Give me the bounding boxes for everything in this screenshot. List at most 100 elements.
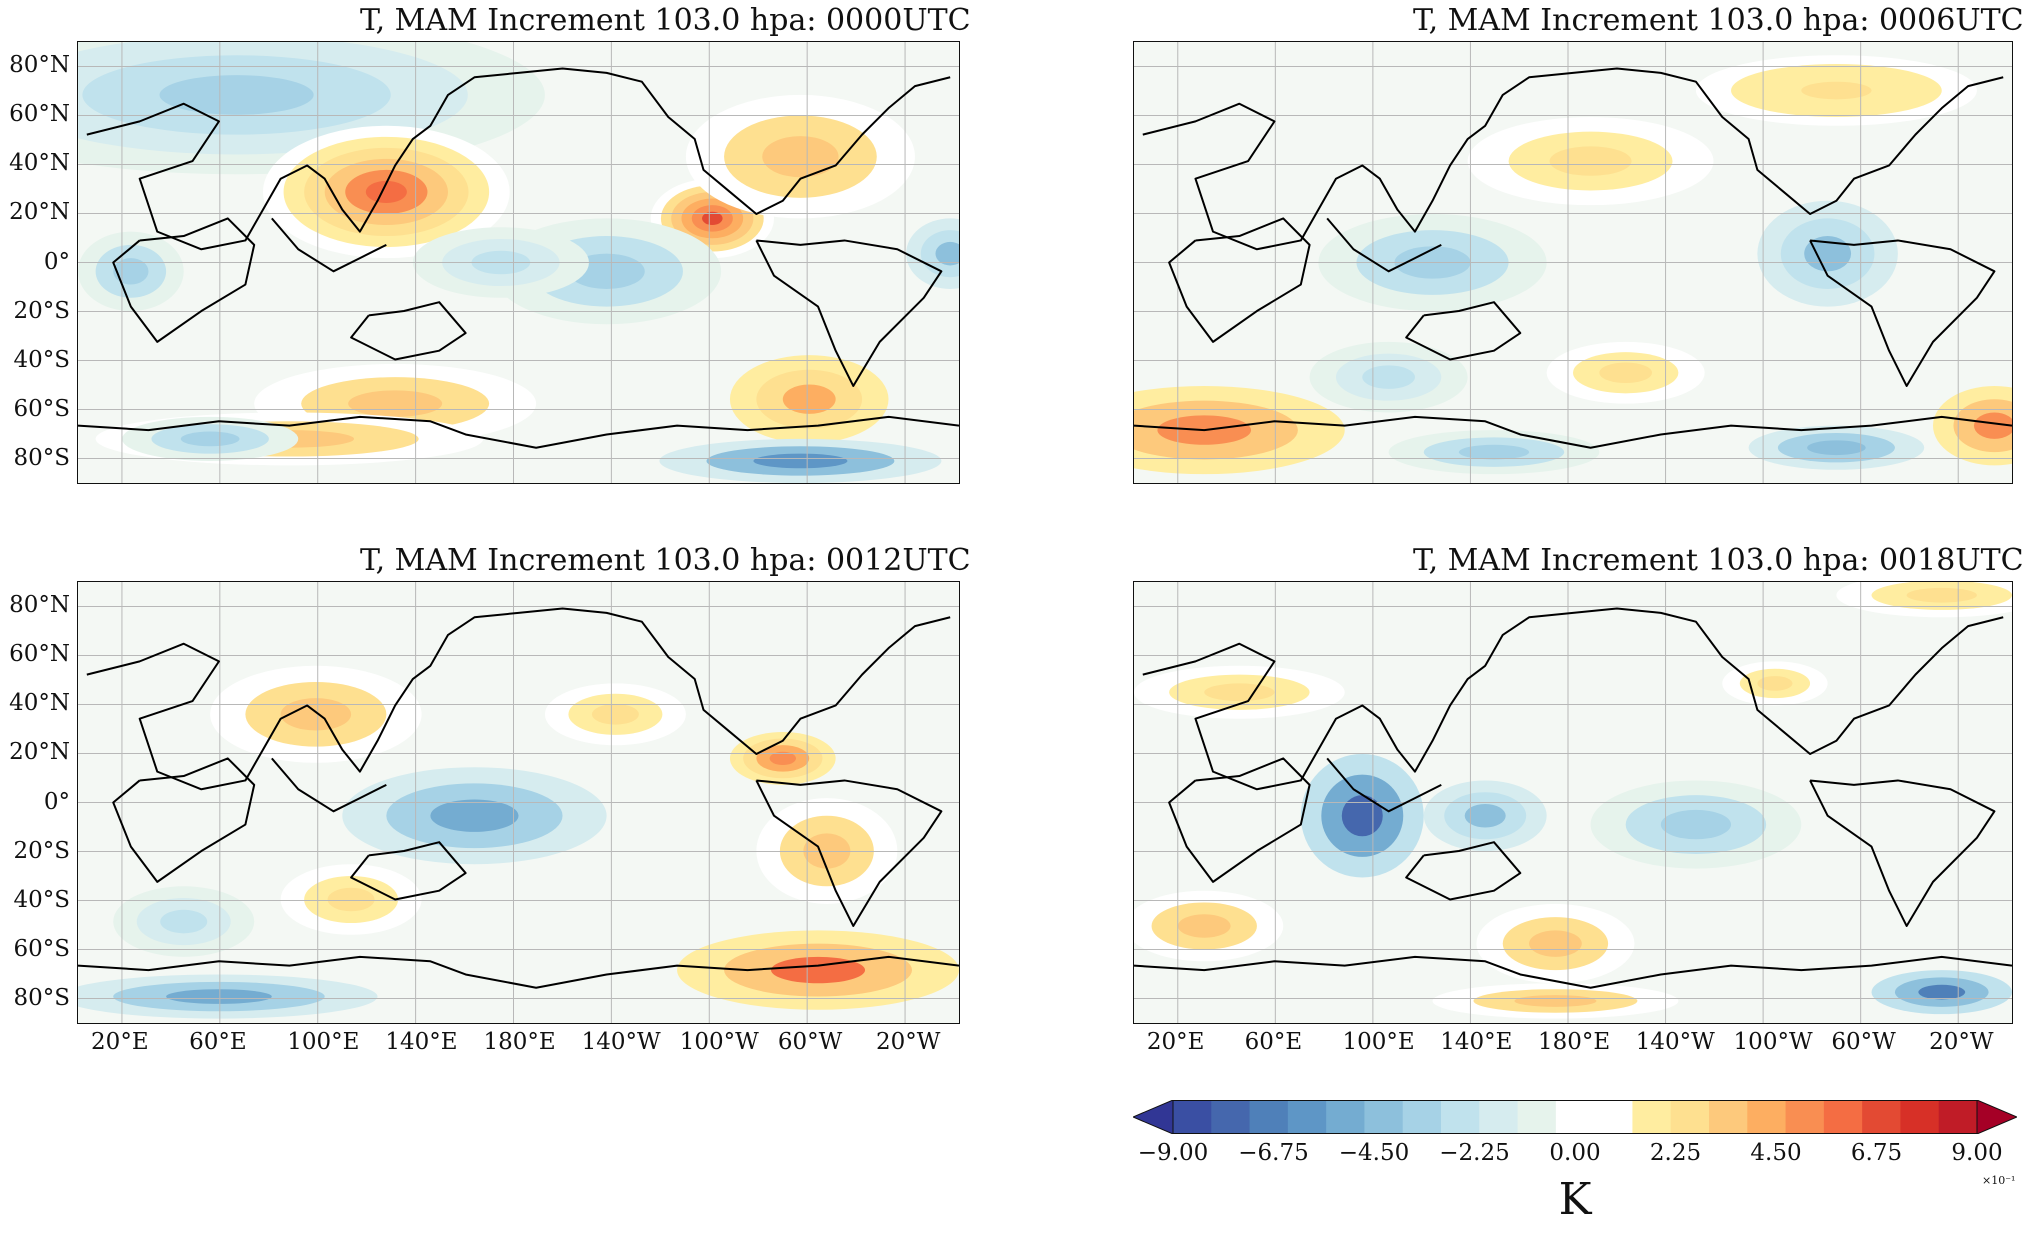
temperature-increment-field <box>78 582 959 1023</box>
increment-contour <box>1973 412 2012 439</box>
increment-contour <box>935 241 959 266</box>
latitude-label: 80°S <box>13 445 70 472</box>
colorbar-tick-label: −4.50 <box>1338 1140 1410 1166</box>
colorbar-swatch <box>1823 1100 1863 1134</box>
increment-contour <box>1464 803 1506 828</box>
increment-contour <box>430 799 519 832</box>
coastline <box>271 757 387 813</box>
increment-contour <box>1177 914 1231 938</box>
increment-contour <box>702 211 723 226</box>
coastline <box>1142 67 2004 251</box>
coastline <box>1142 607 2004 791</box>
coastline <box>86 607 951 791</box>
increment-contour <box>1204 683 1275 702</box>
panel-title: T, MAM Increment 103.0 hpa: 0012UTC <box>360 543 971 578</box>
coastline <box>755 779 943 927</box>
increment-contour <box>1362 365 1415 389</box>
colorbar-swatch <box>1747 1100 1787 1134</box>
longitude-label: 140°E <box>385 1029 458 1055</box>
colorbar-outline <box>1172 1100 1978 1134</box>
latitude-label: 40°N <box>9 690 70 717</box>
colorbar-unit-label: K <box>1558 1174 1592 1225</box>
longitude-label: 20°E <box>91 1029 149 1055</box>
colorbar-swatch <box>1402 1100 1442 1134</box>
longitude-label: 180°E <box>1538 1029 1611 1055</box>
map-frame <box>77 581 960 1024</box>
colorbar-swatch <box>1785 1100 1825 1134</box>
temperature-increment-field <box>78 42 959 483</box>
increment-contour <box>591 704 639 725</box>
latitude-label: 40°N <box>9 150 70 177</box>
increment-contour <box>327 887 375 912</box>
colorbar-extend-max <box>1976 1099 2019 1135</box>
colorbar-swatch <box>1900 1100 1940 1134</box>
coastline <box>1405 841 1522 901</box>
coastline <box>1326 757 1442 813</box>
colorbar-swatch <box>1211 1100 1251 1134</box>
colorbar-swatch <box>1441 1100 1480 1134</box>
panel-title: T, MAM Increment 103.0 hpa: 0018UTC <box>1413 543 2024 578</box>
increment-contour <box>280 698 352 731</box>
increment-contour <box>769 751 797 766</box>
increment-contour <box>180 431 240 447</box>
increment-contour <box>1807 440 1866 456</box>
colorbar-swatch <box>1173 1100 1212 1134</box>
longitude-label: 20°W <box>1929 1029 1994 1055</box>
coastline <box>1809 239 1996 387</box>
increment-contour <box>365 180 407 203</box>
longitude-label: 140°W <box>1635 1029 1715 1055</box>
increment-contour <box>166 989 272 1004</box>
colorbar-tick-label: 2.25 <box>1649 1140 1702 1166</box>
map-frame <box>77 41 960 484</box>
latitude-label: 0° <box>43 788 70 815</box>
increment-contour <box>1906 587 1977 603</box>
coastline <box>1168 217 1311 343</box>
latitude-label: 40°S <box>13 346 70 373</box>
colorbar-tick-label: 4.50 <box>1750 1140 1802 1166</box>
increment-contour <box>782 384 836 414</box>
panel-title: T, MAM Increment 103.0 hpa: 0000UTC <box>360 3 971 38</box>
map-frame <box>1133 581 2013 1024</box>
longitude-label: 100°E <box>1342 1029 1415 1055</box>
latitude-label: 60°N <box>9 100 70 127</box>
coastline <box>86 67 951 251</box>
colorbar-tick-label: 0.00 <box>1549 1140 1601 1166</box>
colorbar-swatches <box>1131 1099 2019 1135</box>
colorbar-swatch <box>1862 1100 1901 1134</box>
coastline <box>350 841 467 901</box>
coastline <box>1134 415 2012 449</box>
colorbar-tick-label: −2.25 <box>1439 1140 1510 1166</box>
coastline <box>112 217 256 343</box>
latitude-label: 20°N <box>9 739 70 766</box>
coastline <box>271 217 387 273</box>
colorbar-swatch <box>1479 1100 1519 1134</box>
increment-contour <box>1599 362 1653 384</box>
colorbar-swatch <box>1555 1100 1595 1134</box>
colorbar-swatch <box>1326 1100 1365 1134</box>
latitude-label: 0° <box>43 248 70 275</box>
increment-contour <box>1801 81 1872 100</box>
colorbar-multiplier: ×10⁻¹ <box>1982 1174 2016 1187</box>
colorbar-extend-min <box>1131 1099 1174 1135</box>
longitude-label: 60°W <box>777 1029 843 1055</box>
temperature-increment-field <box>1134 582 2012 1023</box>
coastline <box>755 239 943 387</box>
colorbar-swatch <box>1709 1100 1748 1134</box>
longitude-label: 60°W <box>1831 1029 1896 1055</box>
increment-contour <box>159 75 314 115</box>
latitude-label: 60°S <box>13 936 70 963</box>
latitude-label: 80°N <box>9 51 70 78</box>
increment-contour <box>1529 930 1582 957</box>
longitude-label: 100°W <box>679 1029 759 1055</box>
panel-title: T, MAM Increment 103.0 hpa: 0006UTC <box>1413 3 2024 38</box>
colorbar-swatch <box>1594 1100 1633 1134</box>
colorbar-swatch <box>1632 1100 1672 1134</box>
colorbar-swatch <box>1249 1100 1289 1134</box>
colorbar-swatch <box>1287 1100 1327 1134</box>
latitude-label: 20°S <box>13 297 70 324</box>
latitude-label: 60°S <box>13 396 70 423</box>
colorbar-swatch <box>1670 1100 1710 1134</box>
increment-contour <box>762 136 839 178</box>
increment-contour <box>1514 995 1597 1007</box>
latitude-label: 20°S <box>13 837 70 864</box>
